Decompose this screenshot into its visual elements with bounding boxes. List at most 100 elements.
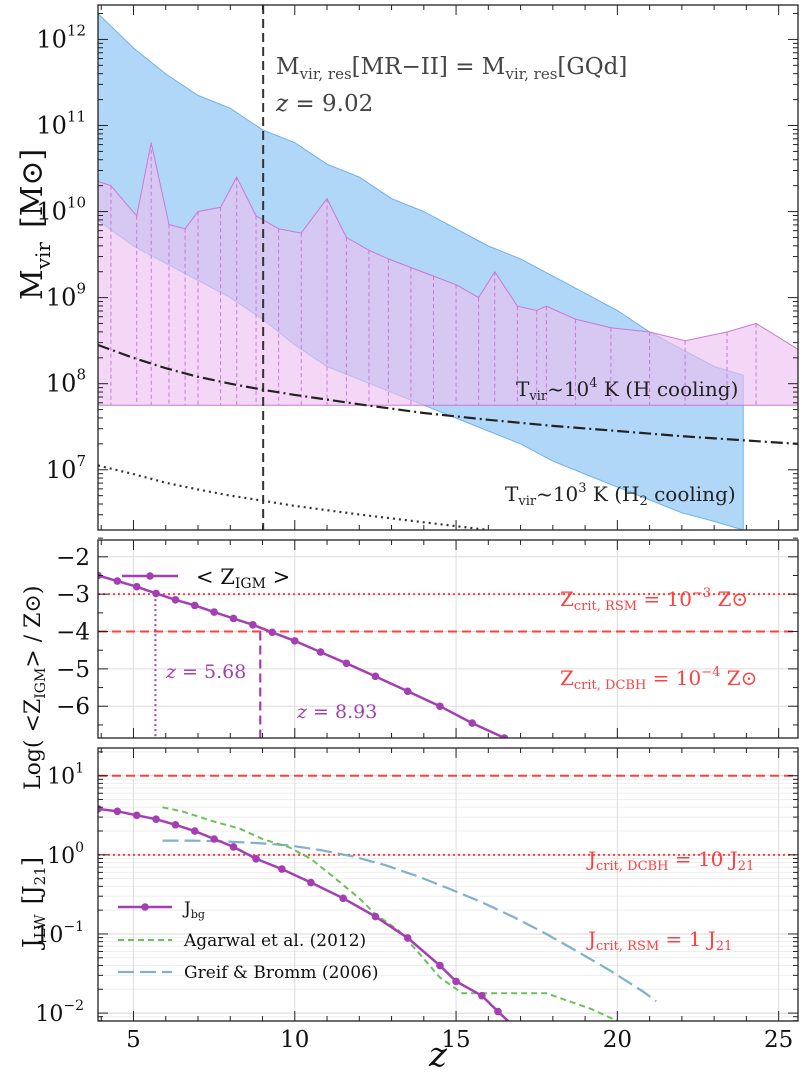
x-tick-label: 10 xyxy=(280,1027,309,1053)
metallicity-grid xyxy=(98,540,798,738)
z-igm-point xyxy=(132,582,141,591)
mvir-ytick-label: 109 xyxy=(46,280,86,312)
z-igm-point xyxy=(371,672,380,681)
j-bg-point xyxy=(171,820,180,829)
jlw-panel: 10−2 10−1 100 101 5 10 15 20 25 Jcrit, DCBH = 1… xyxy=(18,747,799,1074)
metallicity-ytick-label: −2 xyxy=(56,545,90,571)
h-cooling-label: Tvir~104 K (H cooling) xyxy=(516,376,738,404)
z-igm-point xyxy=(342,659,351,668)
z-igm-point xyxy=(249,621,257,629)
legend-z-igm-marker xyxy=(146,572,154,580)
x-axis-label: z xyxy=(428,1035,448,1074)
metallicity-legend: < ZIGM > xyxy=(122,565,290,592)
j-bg-point xyxy=(229,843,238,851)
mvir-ytick-label: 1010 xyxy=(36,194,86,226)
z-igm-markers xyxy=(98,571,509,738)
j-bg-point xyxy=(152,815,160,824)
j-bg-point xyxy=(339,894,347,903)
jlw-ytick-label: 100 xyxy=(47,840,84,869)
j-bg-point xyxy=(452,977,460,986)
z-igm-point xyxy=(436,702,444,711)
h-cooling-curve xyxy=(98,343,798,445)
jlw-ytick-label: 101 xyxy=(47,761,84,790)
legend-j-bg-marker xyxy=(141,903,149,911)
metallicity-axis-ticks xyxy=(98,537,798,738)
mvir-ytick-label: 1011 xyxy=(36,107,86,139)
j-crit-rsm-label: Jcrit, RSM = 1 J21 xyxy=(586,927,732,954)
metallicity-ytick-labels: −2 −3 −4 −5 −6 xyxy=(56,545,90,720)
j-bg-point xyxy=(403,934,412,942)
z-igm-point xyxy=(500,734,509,738)
legend-j-bg-label: Jbg xyxy=(182,899,205,921)
metallicity-ytick-label: −6 xyxy=(56,694,90,720)
metallicity-panel-frame xyxy=(97,539,799,739)
mvir-axis-ticks xyxy=(98,5,798,531)
jlw-panel-frame xyxy=(97,747,799,1022)
mvir-ytick-labels: 107 108 109 1010 1011 1012 xyxy=(36,21,86,483)
jlw-ytick-labels: 10−2 10−1 100 101 xyxy=(35,761,84,1027)
pink-halo-mass-band xyxy=(98,142,798,406)
z-igm-point xyxy=(268,628,276,637)
j-bg-line xyxy=(98,807,510,1021)
mvir-panel-frame xyxy=(97,4,799,531)
agarwal-line xyxy=(162,806,618,1021)
jlw-ytick-label: 10−2 xyxy=(35,998,84,1027)
j-bg-point xyxy=(132,811,141,820)
j-bg-point xyxy=(436,961,444,970)
j-bg-point xyxy=(190,827,199,835)
greif-bromm-line xyxy=(162,839,657,1003)
x-tick-labels: 5 10 15 20 25 xyxy=(126,1027,793,1053)
z-igm-point xyxy=(290,637,299,645)
z-crit-dcbh-label: Zcrit, DCBH = 10−4 Z⊙ xyxy=(560,665,757,693)
mvir-ytick-label: 108 xyxy=(46,366,86,398)
mvir-ylabel: Mvir[M⊙] xyxy=(15,149,55,300)
z-igm-point xyxy=(403,687,412,696)
j-bg-point xyxy=(494,1007,502,1016)
j-bg-point xyxy=(113,807,122,816)
x-tick-label: 5 xyxy=(126,1027,141,1053)
jlw-legend: Jbg Agarwal et al. (2012) Greif & Bromm … xyxy=(118,899,378,983)
h2-cooling-curve xyxy=(98,464,489,530)
j-bg-point xyxy=(210,835,218,843)
h2-cooling-label: Tvir~103 K (H2 cooling) xyxy=(505,481,736,509)
z-igm-point xyxy=(468,719,476,727)
pink-band-dashed-lines xyxy=(110,142,757,406)
j-bg-markers xyxy=(98,805,502,1016)
metallicity-ytick-label: −3 xyxy=(56,582,90,608)
metallicity-panel: −2 −3 −4 −5 −6 < ZIGM > Zcrit, RSM = 10−3 Z⊙… xyxy=(21,537,799,790)
j-bg-point xyxy=(278,865,286,873)
z-igm-point xyxy=(152,589,160,598)
x-tick-label: 20 xyxy=(603,1027,632,1053)
jlw-ylabel: JLW[J21] xyxy=(18,857,49,951)
legend-greif-label: Greif & Bromm (2006) xyxy=(184,963,378,983)
mvir-equality-annotation: Mvir, res[MR−II] = Mvir, res[GQd] xyxy=(276,54,627,83)
z-igm-point xyxy=(210,608,218,616)
x-tick-label: 15 xyxy=(441,1027,470,1053)
j-crit-dcbh-label: Jcrit, DCBH = 10 J21 xyxy=(586,847,754,874)
jlw-axis-ticks xyxy=(98,748,798,1022)
metallicity-ytick-label: −4 xyxy=(56,620,90,646)
j-bg-point xyxy=(252,854,260,863)
z-5-68-label: z = 5.68 xyxy=(165,661,246,683)
jlw-grid xyxy=(98,748,798,1022)
mvir-ytick-label: 107 xyxy=(46,452,86,484)
legend-agarwal-label: Agarwal et al. (2012) xyxy=(183,931,366,951)
jlw-ytick-label: 10−1 xyxy=(35,919,84,948)
z-igm-point xyxy=(171,595,180,604)
mvir-panel: 107 108 109 1010 1011 1012 Mvir[M⊙] Mvir, res… xyxy=(15,4,799,531)
j-bg-point xyxy=(371,912,380,921)
metallicity-ytick-label: −5 xyxy=(56,657,90,683)
z-igm-point xyxy=(229,614,238,623)
z-9-02-annotation: z = 9.02 xyxy=(275,91,373,117)
z-igm-point xyxy=(316,648,325,656)
z-crit-rsm-label: Zcrit, RSM = 10−3 Z⊙ xyxy=(560,586,748,614)
metallicity-ylabel: Log( <ZIGM> / Z⊙) xyxy=(21,586,49,790)
svg-text:Mvir[M⊙]: Mvir[M⊙] xyxy=(15,149,55,300)
z-igm-point xyxy=(113,577,122,585)
mvir-ytick-label: 1012 xyxy=(36,21,86,53)
j-bg-point xyxy=(307,878,315,887)
legend-z-igm-label: < ZIGM > xyxy=(196,565,290,592)
z-igm-point xyxy=(190,601,199,610)
z-8-93-label: z = 8.93 xyxy=(296,701,377,723)
